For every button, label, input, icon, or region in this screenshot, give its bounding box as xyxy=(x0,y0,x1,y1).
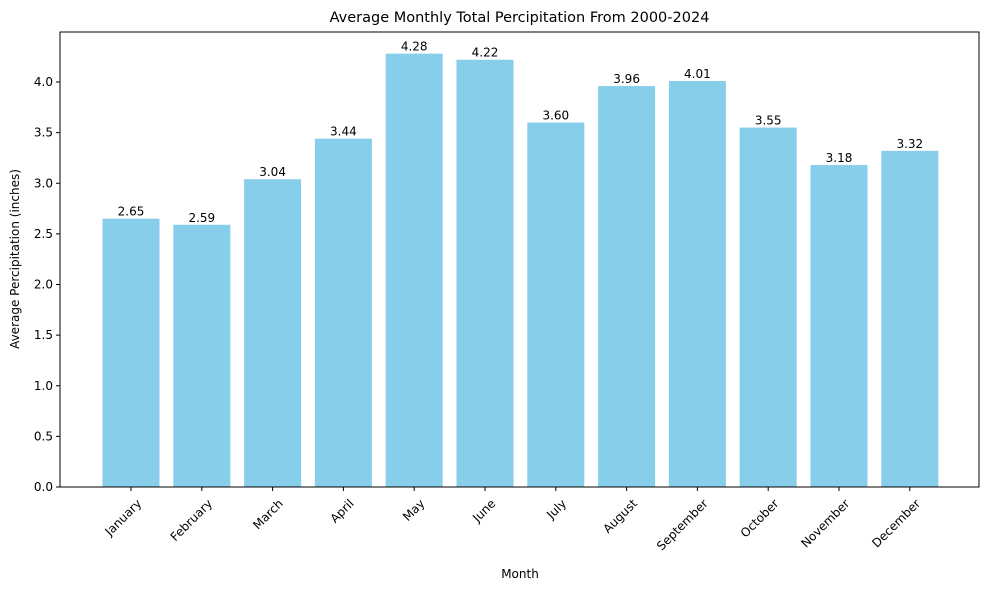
y-tick-label: 4.0 xyxy=(34,75,53,89)
bar-value-label: 3.04 xyxy=(259,165,286,179)
y-axis-ticks: 0.0 0.5 1.0 1.5 2.0 2.5 3.0 3.5 4.0 xyxy=(34,75,60,494)
bar-labels-group: 2.65 2.59 3.04 3.44 4.28 4.22 3.60 3.96 4.01 3.55… xyxy=(118,40,924,225)
bar-value-label: 2.65 xyxy=(118,205,145,219)
bar-october xyxy=(739,127,797,487)
bar-value-label: 4.01 xyxy=(684,67,711,81)
bar-value-label: 3.32 xyxy=(896,137,923,151)
x-tick-label: November xyxy=(798,496,852,550)
bar-november xyxy=(810,165,868,488)
x-tick-label: February xyxy=(168,496,216,544)
y-tick-label: 3.5 xyxy=(34,126,53,140)
bar-value-label: 3.18 xyxy=(826,151,853,165)
bar-march xyxy=(244,179,302,487)
bar-value-label: 4.28 xyxy=(401,40,428,54)
x-tick-label: July xyxy=(543,496,569,522)
bar-january xyxy=(102,218,160,487)
y-tick-label: 3.0 xyxy=(34,176,53,190)
bar-april xyxy=(314,138,372,487)
x-tick-label: January xyxy=(102,496,145,539)
x-tick-label: December xyxy=(869,496,923,550)
x-tick-label: May xyxy=(400,496,427,523)
bar-december xyxy=(881,150,939,488)
bar-may xyxy=(385,53,443,488)
y-tick-label: 2.5 xyxy=(34,227,53,241)
y-tick-label: 0.5 xyxy=(34,429,53,443)
x-axis-ticks: January February March April May June July Augu… xyxy=(102,487,923,553)
bar-august xyxy=(598,86,656,487)
bar-value-label: 3.44 xyxy=(330,125,357,139)
y-tick-label: 0.0 xyxy=(34,480,53,494)
y-tick-label: 2.0 xyxy=(34,278,53,292)
x-axis-label: Month xyxy=(501,567,539,581)
bar-value-label: 3.55 xyxy=(755,114,782,128)
y-tick-label: 1.0 xyxy=(34,379,53,393)
plot-frame xyxy=(59,31,980,488)
bars-group xyxy=(102,53,939,488)
chart-title: Average Monthly Total Percipitation From… xyxy=(330,10,710,26)
bar-february xyxy=(173,224,231,487)
x-tick-label: August xyxy=(600,496,640,536)
bar-value-label: 3.96 xyxy=(613,72,640,86)
bar-september xyxy=(668,81,726,487)
x-tick-label: April xyxy=(327,496,356,525)
x-tick-label: March xyxy=(250,496,286,532)
x-tick-label: June xyxy=(469,496,498,525)
bar-value-label: 2.59 xyxy=(188,211,215,225)
y-axis-label: Average Percipitation (inches) xyxy=(8,169,22,349)
x-tick-label: September xyxy=(654,496,711,553)
bar-value-label: 3.60 xyxy=(542,109,569,123)
x-tick-label: October xyxy=(738,496,782,540)
bar-value-label: 4.22 xyxy=(472,46,499,60)
y-tick-label: 1.5 xyxy=(34,328,53,342)
bar-june xyxy=(456,59,514,488)
bar-july xyxy=(527,122,585,487)
